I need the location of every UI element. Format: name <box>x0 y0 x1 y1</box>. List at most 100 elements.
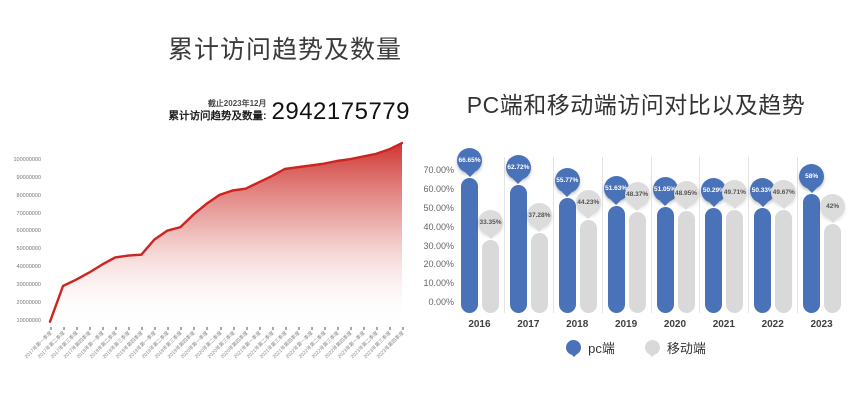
right-x-axis: 2016 2017 2018 2019 2020 2021 2022 2023 <box>455 319 846 331</box>
mobile-value-bubble: 44.23% <box>575 189 601 219</box>
x-axis-tick <box>89 327 92 330</box>
mobile-bar[interactable] <box>726 209 744 313</box>
pc-bar[interactable] <box>754 208 772 313</box>
x-axis-tick <box>115 327 118 330</box>
mobile-value-bubble: 49.67% <box>771 179 797 209</box>
y-axis-tick-label: 30.00% <box>423 240 454 251</box>
x-axis-tick <box>76 327 79 330</box>
mobile-bar[interactable] <box>530 232 548 313</box>
comparison-bar-plot: 66.65% 33.35% 62.72% 37.28% 55.77% 44.23% 51.6… <box>455 147 846 313</box>
pc-value-bubble: 50.29% <box>701 178 727 208</box>
x-axis-tick <box>258 327 261 330</box>
y-axis-tick-label: 10.00% <box>423 278 454 289</box>
legend-label-mobile: 移动端 <box>666 341 706 356</box>
group-separator <box>797 157 799 313</box>
area-fill <box>50 143 402 326</box>
y-axis-tick-label: 100000000 <box>13 157 41 163</box>
x-axis-tick <box>362 327 365 330</box>
mobile-value-bubble: 48.37% <box>624 182 650 212</box>
x-axis-tick <box>167 327 170 330</box>
mobile-value-bubble: 37.28% <box>526 202 552 232</box>
x-axis-tick <box>50 327 52 330</box>
y-axis-tick-label: 60000000 <box>16 228 41 235</box>
x-axis-tick <box>180 327 183 330</box>
group-separator <box>601 157 603 313</box>
y-axis-tick-label: 50000000 <box>16 246 41 253</box>
x-axis-tick <box>336 327 339 330</box>
y-axis-tick-label: 40000000 <box>16 264 41 271</box>
pc-value-bubble: 51.05% <box>652 177 678 207</box>
x-axis-tick <box>154 327 157 330</box>
pc-bar[interactable] <box>558 198 576 313</box>
x-axis-tick <box>310 327 313 330</box>
cumulative-total-annotation: 截止2023年12月 累计访问趋势及数量: 2942175779 <box>169 98 410 124</box>
y-axis-tick-label: 20000000 <box>16 299 41 306</box>
pc-value-bubble: 50.33% <box>750 178 776 208</box>
mobile-bar[interactable] <box>579 219 597 313</box>
y-axis-tick-label: 20.00% <box>423 259 454 270</box>
mobile-bar[interactable] <box>482 240 499 313</box>
comparison-chart-panel: PC端和移动端访问对比以及趋势 70.00% 60.00% 50.00% 40.00%… <box>420 0 852 411</box>
x-axis-tick <box>245 327 248 330</box>
y-axis-tick-label: 80000000 <box>16 192 41 199</box>
mobile-legend-marker-icon <box>644 340 660 357</box>
year-label: 2021 <box>712 319 735 330</box>
x-axis-tick <box>128 327 131 330</box>
x-axis-tick <box>232 327 235 330</box>
y-axis-tick-label: 30000000 <box>16 281 41 288</box>
mobile-bar[interactable] <box>677 210 695 313</box>
pc-value-bubble: 58% <box>799 163 825 193</box>
cumulative-total-value: 2942175779 <box>271 98 410 126</box>
x-axis-tick <box>389 327 392 330</box>
x-axis-tick <box>63 327 66 330</box>
pc-bar[interactable] <box>461 177 478 313</box>
pc-value-bubble: 51.63% <box>603 175 629 205</box>
group-separator <box>650 157 652 313</box>
x-axis-tick <box>141 327 144 330</box>
y-axis-tick-label: 0.00% <box>428 297 454 307</box>
pc-legend-marker-icon <box>566 340 582 357</box>
mobile-bar[interactable] <box>775 209 793 313</box>
pc-bar[interactable] <box>509 185 527 313</box>
legend-label-pc: pc端 <box>588 341 615 356</box>
pc-bar[interactable] <box>705 208 723 313</box>
y-axis-tick-label: 40.00% <box>423 221 454 232</box>
x-axis-tick <box>323 327 326 330</box>
pc-bar[interactable] <box>656 207 674 313</box>
year-label: 2023 <box>810 319 833 330</box>
mobile-bar[interactable] <box>628 212 646 313</box>
y-axis-tick-label: 60.00% <box>423 184 454 195</box>
year-label: 2022 <box>761 319 784 330</box>
x-axis-tick <box>102 327 105 330</box>
year-label: 2016 <box>468 319 491 330</box>
mobile-value-bubble: 42% <box>820 194 846 224</box>
annotation-label: 累计访问趋势及数量: <box>168 110 267 123</box>
left-chart-title: 累计访问趋势及数量 <box>167 36 402 64</box>
x-axis-tick <box>376 327 378 330</box>
x-axis-tick <box>349 327 352 330</box>
y-axis-tick-label: 90000000 <box>16 174 41 181</box>
y-axis-tick-label: 10000000 <box>16 317 41 324</box>
group-separator <box>699 157 701 313</box>
pc-bar[interactable] <box>607 205 625 313</box>
mobile-value-bubble: 33.35% <box>478 210 503 240</box>
x-axis-tick <box>297 327 300 330</box>
legend-item-mobile[interactable]: 移动端 <box>644 338 706 357</box>
right-chart-title: PC端和移动端访问对比以及趋势 <box>466 92 806 118</box>
legend-item-pc[interactable]: pc端 <box>566 338 615 357</box>
pc-value-bubble: 55.77% <box>554 168 580 198</box>
year-label: 2018 <box>566 319 589 330</box>
y-axis-tick-label: 50.00% <box>423 203 454 213</box>
mobile-bar[interactable] <box>824 224 842 313</box>
x-axis-tick <box>219 327 222 330</box>
group-separator <box>748 157 750 313</box>
pc-bar[interactable] <box>803 193 821 313</box>
cumulative-chart-panel: 累计访问趋势及数量 截止2023年12月 累计访问趋势及数量: 29421757… <box>0 0 420 411</box>
x-axis-tick <box>271 327 274 330</box>
trend-line <box>48 141 404 323</box>
pc-value-bubble: 66.65% <box>457 147 482 177</box>
annotation-labels: 截止2023年12月 累计访问趋势及数量: <box>169 98 267 124</box>
mobile-value-bubble: 49.71% <box>722 179 748 209</box>
cumulative-area-chart <box>48 141 404 326</box>
